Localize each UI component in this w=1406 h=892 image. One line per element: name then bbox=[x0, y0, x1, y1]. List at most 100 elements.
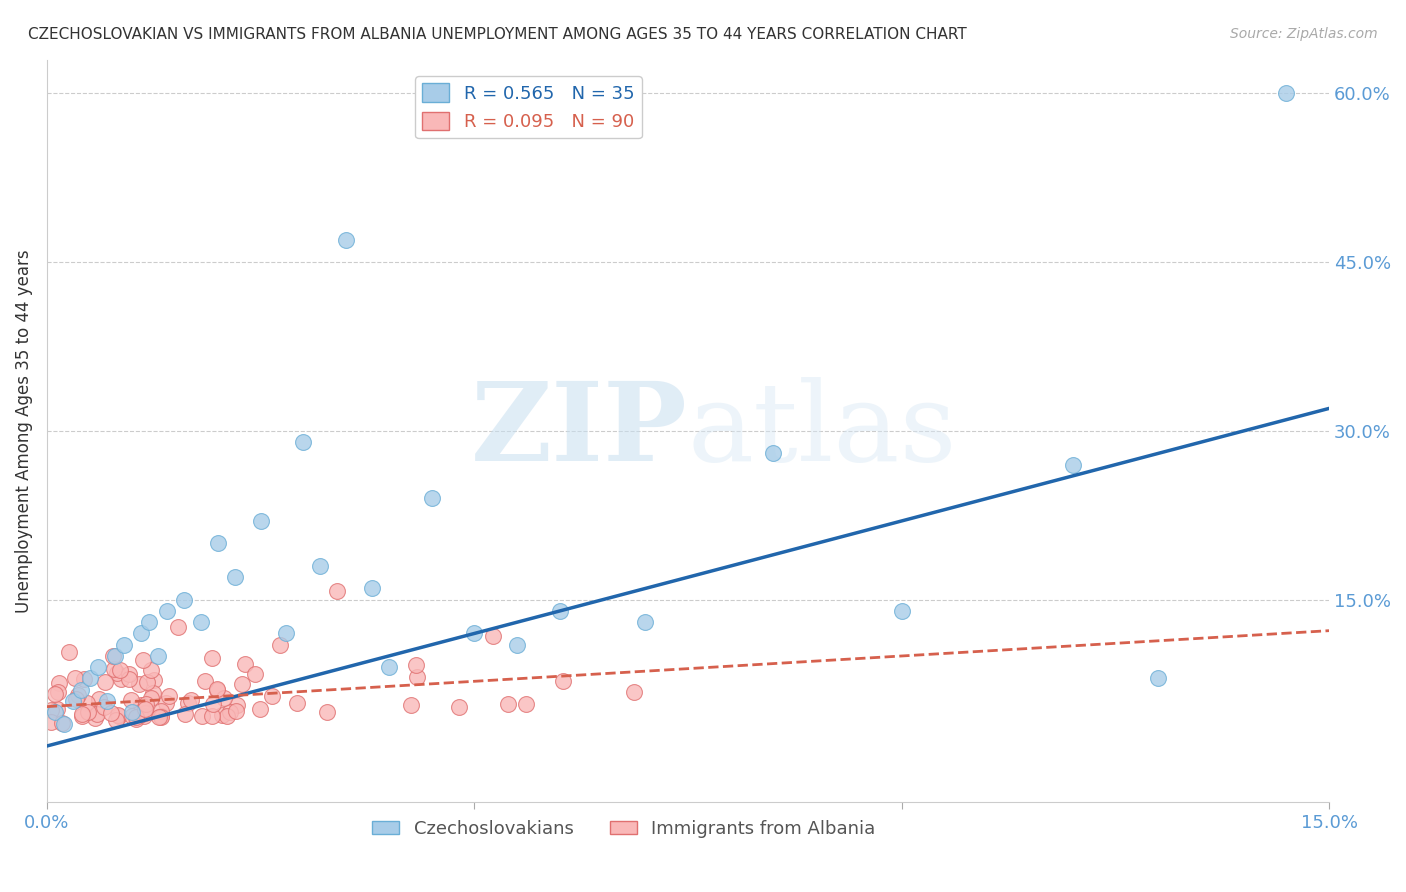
Point bbox=[86, 706, 108, 721]
Point bbox=[148, 710, 170, 724]
Point bbox=[118, 667, 141, 681]
Point bbox=[121, 705, 143, 719]
Point bbox=[53, 716, 76, 731]
Point bbox=[110, 672, 132, 686]
Point bbox=[378, 660, 401, 674]
Point bbox=[249, 514, 271, 528]
Point bbox=[150, 710, 173, 724]
Point bbox=[58, 645, 80, 659]
Point bbox=[212, 691, 235, 706]
Point bbox=[225, 704, 247, 718]
Point bbox=[326, 583, 349, 598]
Point bbox=[634, 615, 657, 630]
Point bbox=[135, 698, 157, 712]
Point bbox=[194, 673, 217, 688]
Point bbox=[48, 685, 70, 699]
Point bbox=[100, 706, 122, 720]
Point bbox=[139, 691, 162, 706]
Point bbox=[226, 698, 249, 712]
Point bbox=[233, 657, 256, 671]
Point bbox=[287, 696, 309, 710]
Point bbox=[174, 707, 197, 722]
Point bbox=[149, 704, 172, 718]
Point bbox=[155, 696, 177, 710]
Point bbox=[142, 686, 165, 700]
Point bbox=[72, 707, 94, 722]
Point bbox=[482, 629, 505, 643]
Point bbox=[262, 689, 284, 703]
Text: Source: ZipAtlas.com: Source: ZipAtlas.com bbox=[1230, 27, 1378, 41]
Point bbox=[548, 604, 571, 618]
Point bbox=[131, 698, 153, 713]
Point bbox=[249, 701, 271, 715]
Point bbox=[211, 707, 233, 722]
Point bbox=[120, 693, 142, 707]
Point bbox=[48, 676, 70, 690]
Point bbox=[73, 673, 96, 687]
Point bbox=[762, 446, 785, 460]
Point bbox=[46, 702, 69, 716]
Point bbox=[65, 692, 87, 706]
Point bbox=[94, 674, 117, 689]
Point bbox=[292, 435, 315, 450]
Point bbox=[96, 694, 118, 708]
Point bbox=[89, 691, 111, 706]
Point bbox=[447, 700, 470, 714]
Point bbox=[128, 708, 150, 723]
Point bbox=[87, 660, 110, 674]
Point bbox=[66, 688, 89, 702]
Point bbox=[405, 658, 427, 673]
Point bbox=[107, 708, 129, 723]
Point bbox=[77, 705, 100, 719]
Point bbox=[1147, 672, 1170, 686]
Point bbox=[70, 682, 93, 697]
Point bbox=[201, 650, 224, 665]
Point bbox=[224, 570, 246, 584]
Point bbox=[890, 604, 912, 618]
Point bbox=[201, 709, 224, 723]
Point bbox=[276, 626, 298, 640]
Point bbox=[138, 615, 160, 630]
Point bbox=[129, 626, 152, 640]
Point bbox=[128, 677, 150, 691]
Point bbox=[219, 705, 242, 719]
Text: CZECHOSLOVAKIAN VS IMMIGRANTS FROM ALBANIA UNEMPLOYMENT AMONG AGES 35 TO 44 YEAR: CZECHOSLOVAKIAN VS IMMIGRANTS FROM ALBAN… bbox=[28, 27, 967, 42]
Point bbox=[118, 673, 141, 687]
Point bbox=[79, 672, 101, 686]
Point bbox=[166, 620, 188, 634]
Point bbox=[93, 700, 115, 714]
Point bbox=[173, 592, 195, 607]
Point bbox=[44, 687, 66, 701]
Point bbox=[132, 709, 155, 723]
Point bbox=[104, 648, 127, 663]
Point bbox=[1275, 87, 1298, 101]
Point bbox=[70, 708, 93, 723]
Point bbox=[135, 674, 157, 689]
Text: ZIP: ZIP bbox=[471, 377, 688, 484]
Point bbox=[105, 665, 128, 680]
Legend: Czechoslovakians, Immigrants from Albania: Czechoslovakians, Immigrants from Albani… bbox=[366, 813, 883, 846]
Point bbox=[39, 715, 62, 730]
Point bbox=[124, 712, 146, 726]
Point bbox=[463, 626, 485, 640]
Point bbox=[157, 689, 180, 703]
Point bbox=[551, 674, 574, 689]
Point bbox=[190, 709, 212, 723]
Point bbox=[142, 673, 165, 687]
Text: atlas: atlas bbox=[688, 377, 957, 484]
Point bbox=[63, 672, 86, 686]
Point bbox=[146, 648, 169, 663]
Point bbox=[180, 692, 202, 706]
Point bbox=[190, 615, 212, 630]
Point bbox=[134, 701, 156, 715]
Point bbox=[149, 708, 172, 723]
Point bbox=[309, 558, 332, 573]
Point bbox=[121, 708, 143, 723]
Point bbox=[269, 638, 291, 652]
Point bbox=[112, 638, 135, 652]
Point bbox=[84, 711, 107, 725]
Point bbox=[103, 662, 125, 676]
Point bbox=[202, 697, 225, 711]
Point bbox=[335, 233, 357, 247]
Point bbox=[1062, 458, 1084, 472]
